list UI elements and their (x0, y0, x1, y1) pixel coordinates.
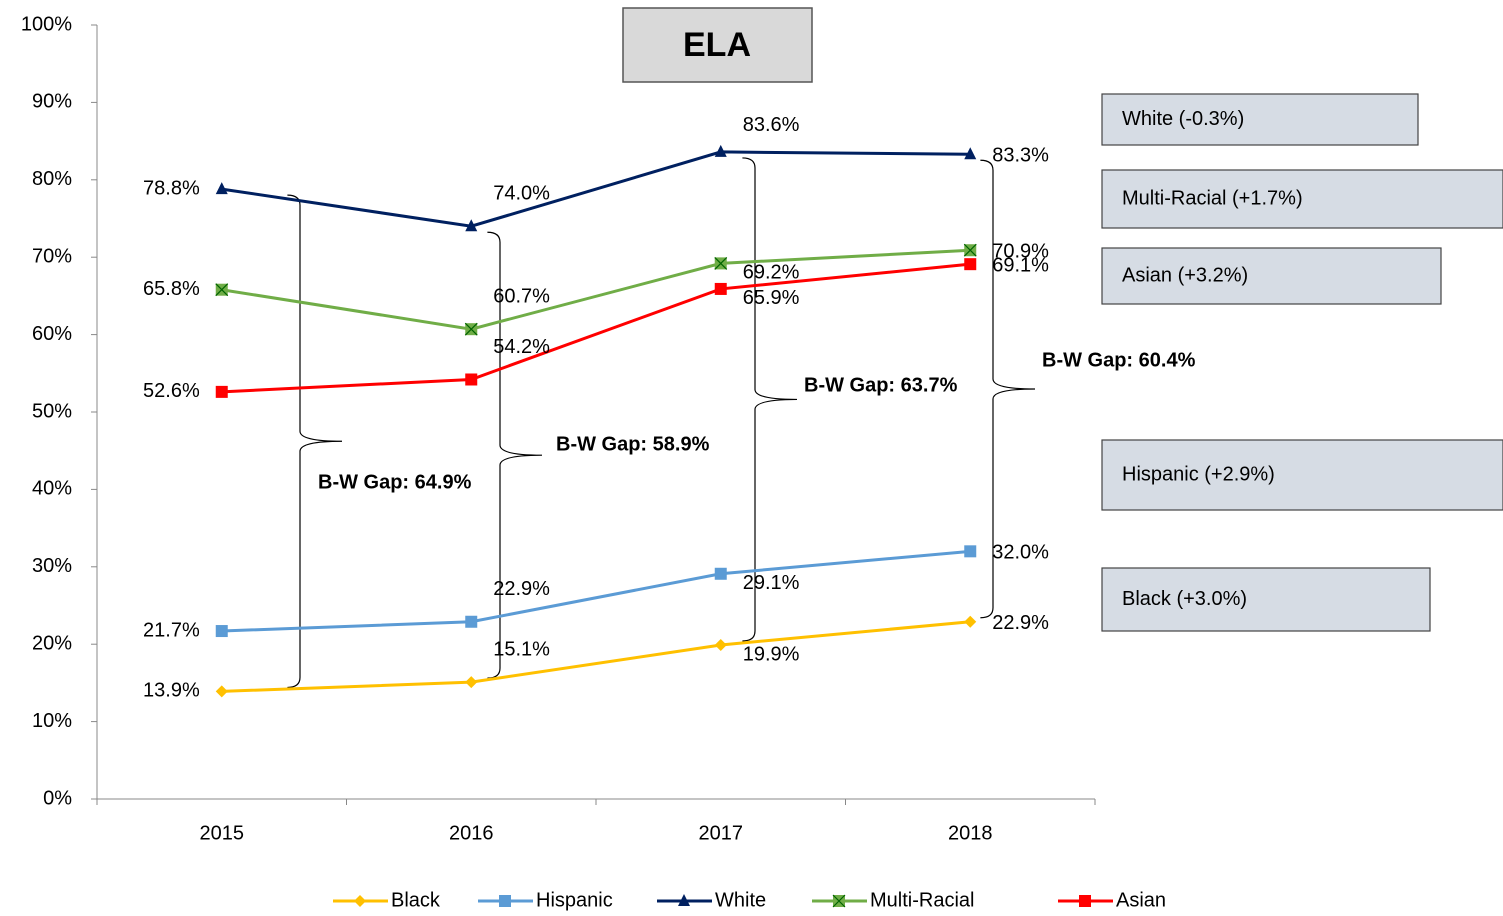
x-tick-label: 2018 (948, 822, 993, 844)
y-tick-label: 20% (32, 632, 72, 654)
x-tick-label: 2016 (449, 822, 494, 844)
y-tick-label: 70% (32, 245, 72, 267)
legend-marker (1079, 895, 1091, 907)
series-marker (964, 615, 977, 628)
series-marker (714, 144, 727, 157)
legend-marker (354, 895, 366, 907)
legend-marker (678, 894, 690, 906)
data-label: 83.6% (743, 114, 800, 136)
data-label: 21.7% (143, 619, 200, 641)
y-tick-label: 30% (32, 555, 72, 577)
change-box (1101, 439, 1503, 511)
gap-annotation: B-W Gap: 64.9% (318, 471, 472, 493)
data-label: 13.9% (143, 680, 200, 702)
brace (287, 194, 343, 689)
brace (980, 159, 1036, 619)
title-box (622, 7, 813, 83)
data-label: 60.7% (493, 285, 550, 307)
change-box-label: Hispanic (+2.9%) (1122, 463, 1275, 485)
change-box-label: Multi-Racial (+1.7%) (1122, 187, 1303, 209)
data-label: 15.1% (493, 638, 550, 660)
data-label: 78.8% (143, 177, 200, 199)
legend-label: Multi-Racial (870, 889, 974, 911)
marker-cross (714, 256, 728, 270)
data-label: 54.2% (493, 336, 550, 358)
series-line (221, 549, 971, 633)
series-marker (964, 258, 977, 271)
legend-label: Asian (1116, 889, 1166, 911)
series-marker (215, 385, 228, 398)
marker-cross (832, 894, 846, 908)
y-tick-label: 50% (32, 400, 72, 422)
y-tick-label: 40% (32, 478, 72, 500)
y-tick-label: 100% (21, 13, 72, 35)
brace (742, 157, 798, 642)
gap-annotation: B-W Gap: 60.4% (1042, 349, 1196, 371)
marker-cross (215, 283, 229, 297)
y-tick-label: 0% (43, 787, 72, 809)
data-label: 69.2% (743, 262, 800, 284)
x-tick-label: 2015 (200, 822, 245, 844)
legend-label: Hispanic (536, 889, 613, 911)
change-box-label: White (-0.3%) (1122, 108, 1244, 130)
legend-label: White (715, 889, 766, 911)
y-tick-label: 10% (32, 710, 72, 732)
change-box (1101, 247, 1442, 305)
gap-annotation: B-W Gap: 63.7% (804, 374, 958, 396)
data-label: 69.1% (992, 254, 1049, 276)
legend-marker (499, 895, 511, 907)
series-marker (465, 615, 478, 628)
marker-cross (464, 322, 478, 336)
data-label: 65.9% (743, 287, 800, 309)
series-marker (714, 282, 727, 295)
legend-label: Black (391, 889, 441, 911)
series-marker (465, 219, 478, 232)
series-marker (465, 676, 478, 689)
data-label: 70.9% (992, 241, 1049, 263)
brace (487, 231, 543, 679)
data-label: 52.6% (143, 380, 200, 402)
change-box-label: Black (+3.0%) (1122, 588, 1247, 610)
data-label: 22.9% (992, 612, 1049, 634)
series-line (221, 262, 971, 394)
series-marker (215, 182, 228, 195)
data-label: 22.9% (493, 578, 550, 600)
series-marker (714, 567, 727, 580)
data-label: 32.0% (992, 542, 1049, 564)
y-tick-label: 80% (32, 168, 72, 190)
data-label: 19.9% (743, 643, 800, 665)
series-line (221, 248, 971, 331)
series-marker (215, 625, 228, 638)
series-marker (215, 685, 228, 698)
marker-cross (963, 243, 977, 257)
y-tick-label: 90% (32, 91, 72, 113)
series-line (221, 620, 971, 693)
data-label: 65.8% (143, 278, 200, 300)
change-box-label: Asian (+3.2%) (1122, 264, 1248, 286)
gap-annotation: B-W Gap: 58.9% (556, 433, 710, 455)
series-marker (714, 638, 727, 651)
series-marker (964, 545, 977, 558)
change-box (1101, 169, 1503, 229)
series-marker (465, 373, 478, 386)
y-tick-label: 60% (32, 323, 72, 345)
series-line (221, 150, 971, 228)
series-marker (964, 147, 977, 160)
change-box (1101, 93, 1419, 146)
chart-title: ELA (683, 26, 751, 64)
data-label: 29.1% (743, 572, 800, 594)
data-label: 74.0% (493, 183, 550, 205)
data-label: 83.3% (992, 145, 1049, 167)
change-box (1101, 567, 1431, 632)
x-tick-label: 2017 (699, 822, 744, 844)
